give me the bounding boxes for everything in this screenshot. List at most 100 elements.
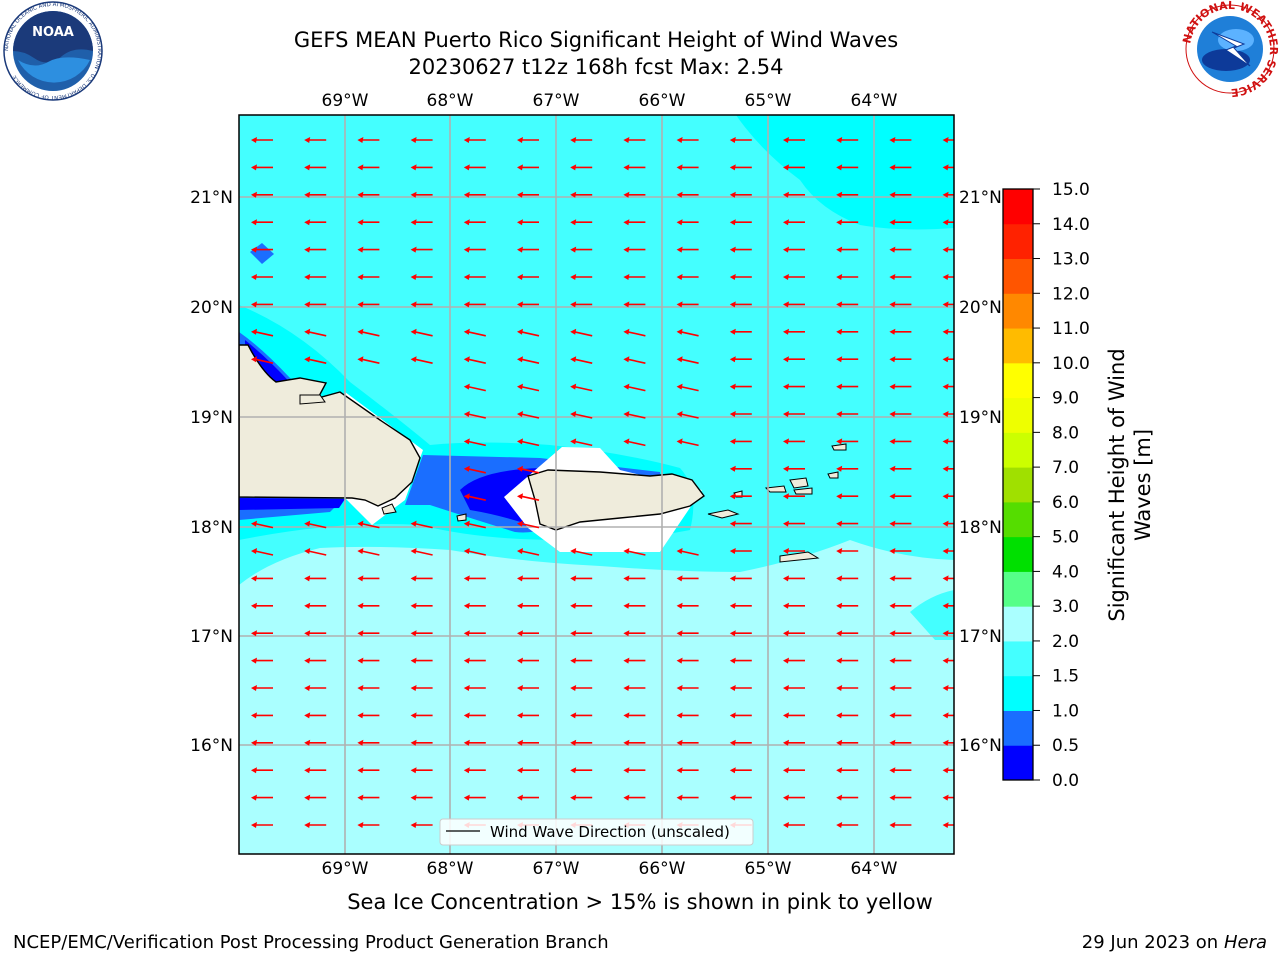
wind-arrow (783, 493, 805, 500)
lon-label: 69°W (322, 91, 369, 111)
wind-arrow (623, 548, 646, 556)
wind-arrow (836, 191, 859, 198)
wind-arrow (729, 493, 752, 500)
wind-arrow (836, 164, 859, 171)
wind-arrow (251, 274, 273, 280)
colorbar-tick-label: 14.0 (1052, 215, 1090, 235)
land-puerto-rico (527, 469, 705, 531)
wind-arrow (251, 191, 273, 198)
colorbar-tick-label: 8.0 (1052, 423, 1079, 443)
wind-arrow (357, 602, 380, 609)
wind-arrow (570, 219, 593, 226)
colorbar-tick-label: 12.0 (1052, 284, 1090, 304)
wind-arrow (783, 137, 805, 143)
wind-arrow (836, 548, 859, 554)
wind-arrow (889, 767, 912, 774)
wind-arrow (517, 356, 540, 364)
map-frame (238, 114, 955, 855)
wind-arrow (729, 520, 752, 527)
wind-arrow (783, 438, 805, 445)
wind-arrow (410, 246, 433, 253)
wind-arrow (676, 685, 699, 691)
wind-arrow (251, 520, 274, 529)
wind-arrow (570, 575, 593, 582)
wind-arrow (410, 328, 433, 337)
wind-arrow (570, 356, 593, 364)
wind-arrow (676, 246, 699, 253)
wind-arrow (570, 164, 593, 171)
colorbar-tick-label: 0.5 (1052, 736, 1079, 756)
colorbar-tick-label: 11.0 (1052, 319, 1090, 339)
wind-arrow (729, 685, 752, 691)
wind-arrow (836, 685, 859, 691)
wind-arrow (410, 685, 433, 691)
wind-arrow (304, 219, 327, 226)
wind-arrow (517, 465, 540, 474)
wind-arrow (570, 685, 593, 691)
wind-arrow (729, 191, 752, 198)
wind-arrow (942, 575, 954, 582)
wind-arrow (889, 191, 912, 198)
wind-arrow (357, 712, 380, 719)
colorbar-segment (1003, 293, 1033, 329)
wind-arrow (676, 274, 699, 280)
wind-arrow (410, 739, 433, 746)
colorbar-segment (1003, 501, 1033, 538)
ocean-1-1.5m-ne (736, 115, 954, 230)
wind-arrow (783, 356, 805, 363)
colorbar-frame (1002, 188, 1034, 781)
wind-arrow (889, 219, 912, 226)
wind-arrow (889, 520, 912, 527)
wind-arrow (463, 685, 486, 691)
wind-arrow (304, 246, 327, 253)
wind-arrow (942, 493, 954, 500)
wind-arrow (889, 301, 912, 308)
colorbar-label: Significant Height of Wind Waves [m] (1105, 348, 1155, 621)
wind-arrow (836, 767, 859, 774)
colorbar-tick-label: 0.0 (1052, 771, 1079, 791)
wind-arrow (942, 548, 954, 554)
colorbar-segment (1003, 606, 1033, 642)
wind-arrow (304, 191, 327, 198)
wind-arrow (836, 301, 859, 308)
lon-label: 69°W (322, 859, 369, 879)
lon-label: 67°W (533, 91, 580, 111)
wind-arrow (836, 246, 859, 253)
footer-date: 29 Jun 2023 on Hera (1082, 932, 1267, 953)
wind-arrow (251, 602, 273, 609)
colorbar-tick-label: 7.0 (1052, 458, 1079, 478)
wind-arrow (676, 164, 699, 171)
wind-arrow (623, 219, 646, 226)
wind-arrow (676, 739, 699, 746)
wind-arrow (889, 685, 912, 691)
lon-label: 64°W (851, 91, 898, 111)
wind-arrow (623, 137, 646, 143)
lat-label: 21°N (959, 188, 1002, 208)
footer-credit: NCEP/EMC/Verification Post Processing Pr… (13, 932, 609, 953)
wind-arrow (251, 356, 274, 364)
wind-arrow (676, 794, 699, 801)
wind-arrow (517, 137, 539, 143)
wind-arrow (304, 712, 327, 719)
wind-arrow (251, 548, 274, 556)
wind-arrow (410, 575, 433, 582)
lat-label: 18°N (190, 518, 233, 538)
wind-arrow (410, 219, 433, 226)
wind-arrow (517, 602, 539, 609)
lon-labels-top: 69°W 68°W 67°W 66°W 65°W 64°W (322, 91, 898, 111)
wind-arrow (676, 575, 699, 582)
lat-label: 21°N (190, 188, 233, 208)
colorbar-segment (1003, 710, 1033, 746)
wind-arrow (676, 137, 699, 143)
wind-arrow (836, 822, 859, 828)
wind-arrow (836, 657, 859, 664)
lat-label: 20°N (959, 298, 1002, 318)
wind-arrow (517, 630, 539, 637)
wind-arrow (463, 246, 486, 253)
wind-arrow (729, 465, 752, 472)
wind-arrow (729, 137, 752, 143)
wind-arrow (570, 548, 593, 556)
wind-arrow (357, 520, 380, 529)
wind-arrow (836, 438, 859, 445)
colorbar-tick-label: 3.0 (1052, 597, 1079, 617)
